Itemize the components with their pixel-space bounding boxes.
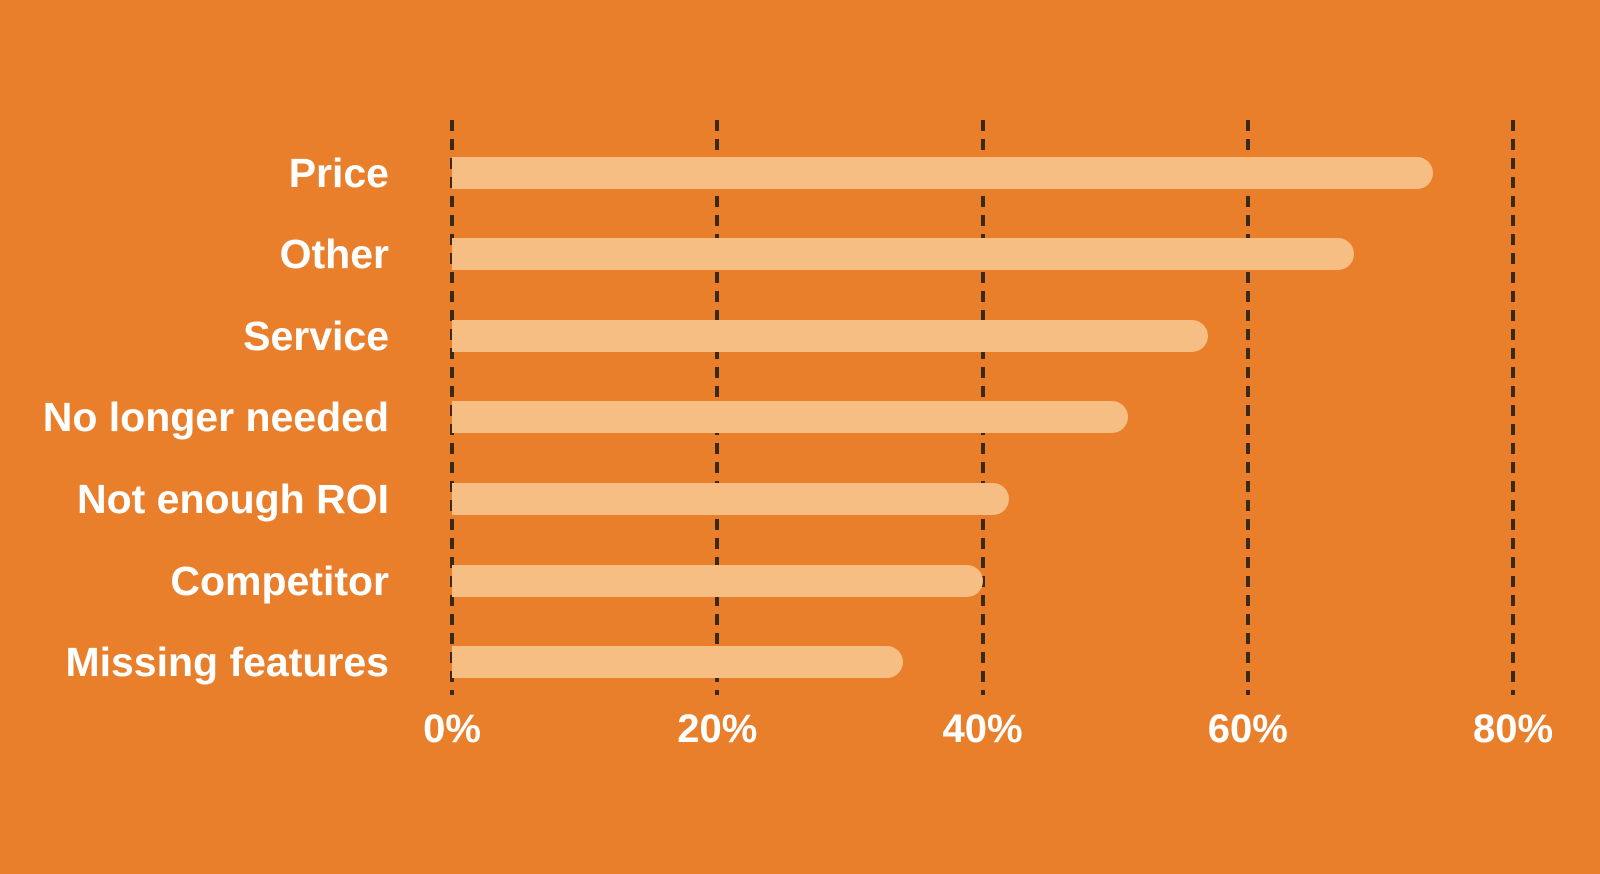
plot-area	[450, 120, 1515, 695]
gridline-80%	[1511, 120, 1515, 695]
tick-label-0%: 0%	[423, 707, 481, 751]
category-label-service: Service	[243, 312, 389, 359]
bar-service	[452, 319, 1208, 352]
gridline-60%	[1245, 120, 1250, 695]
category-label-competitor: Competitor	[170, 557, 389, 604]
bar-competitor	[452, 564, 983, 597]
bar-other	[452, 238, 1354, 271]
tick-label-20%: 20%	[677, 707, 758, 751]
bar-price	[452, 156, 1434, 189]
tick-label-60%: 60%	[1207, 707, 1288, 751]
category-label-no-longer-needed: No longer needed	[42, 394, 389, 441]
bar-not-enough-roi	[452, 482, 1010, 515]
category-label-not-enough-roi: Not enough ROI	[76, 475, 389, 522]
category-label-other: Other	[279, 231, 389, 278]
tick-label-80%: 80%	[1472, 707, 1554, 751]
category-label-price: Price	[288, 149, 389, 196]
category-label-missing-features: Missing features	[65, 639, 389, 686]
bar-missing-features	[452, 646, 903, 679]
tick-label-40%: 40%	[942, 707, 1023, 751]
bar-no-longer-needed	[452, 401, 1129, 434]
